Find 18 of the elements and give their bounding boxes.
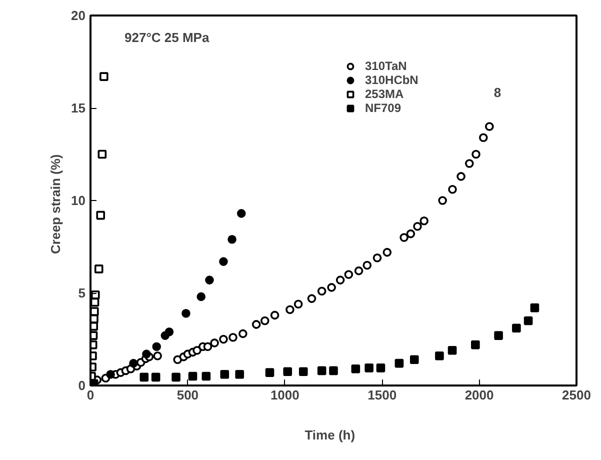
x-tick-label: 1000 bbox=[270, 388, 300, 402]
x-tick-label: 2000 bbox=[464, 388, 494, 402]
y-tick-label: 0 bbox=[78, 378, 86, 393]
y-tick-label: 20 bbox=[71, 8, 86, 23]
y-tick-label: 5 bbox=[78, 286, 86, 300]
x-axis-title: Time (h) bbox=[304, 428, 356, 442]
annotation: 927°C 25 MPa bbox=[124, 30, 210, 46]
x-tick-label: 500 bbox=[176, 388, 199, 402]
y-tick-label: 15 bbox=[71, 100, 86, 116]
legend-label: NF709 bbox=[365, 101, 402, 115]
annotation: 8 bbox=[494, 84, 502, 100]
legend-label: 253MA bbox=[365, 87, 404, 101]
x-tick-label: 1500 bbox=[368, 388, 397, 402]
y-axis-title: Creep strain (%) bbox=[48, 154, 64, 254]
y-tick-label: 10 bbox=[71, 193, 86, 208]
legend-label: 310HCbN bbox=[365, 73, 418, 87]
x-tick-label: 2500 bbox=[562, 388, 591, 402]
legend-label: 310TaN bbox=[365, 59, 407, 73]
